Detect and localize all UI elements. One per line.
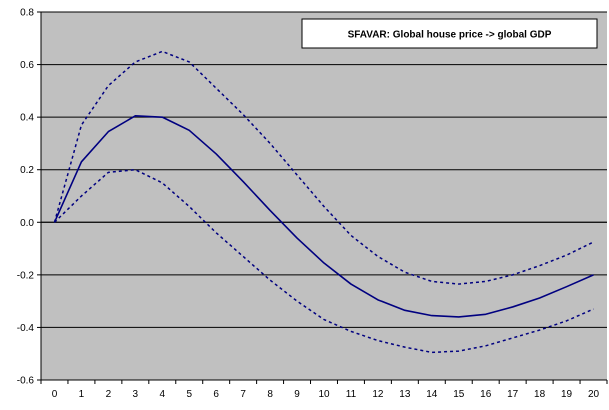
series-layer [53,50,594,354]
y-tick-label: -0.4 [17,323,35,334]
y-tick-label: -0.2 [17,270,35,281]
y-tick-label: -0.6 [17,376,35,387]
x-tick-label: 10 [318,389,330,400]
x-tick-label: 3 [133,389,139,400]
x-tick-label: 4 [160,389,166,400]
x-tick-label: 17 [507,389,519,400]
y-tick-label: 0.8 [20,8,34,19]
legend-box [301,18,598,49]
y-tick-label: 0.4 [20,113,34,124]
y-tick-label: 0.6 [20,60,34,71]
legend: SFAVAR: Global house price -> global GDP [301,18,598,49]
legend-label: SFAVAR: Global house price -> global GDP [348,30,552,41]
y-tick-label: 0.2 [20,165,34,176]
x-tick-label: 6 [213,389,219,400]
x-tick-label: 2 [106,389,112,400]
x-axis-ticks: 0 1 2 3 4 5 6 7 8 9 10 11 12 13 14 15 16 17 18 19 20 [40,380,608,400]
x-tick-label: 9 [294,389,300,400]
y-axis-ticks: -0.6 -0.4 -0.2 0.0 0.2 0.4 0.6 0.8 [17,8,41,387]
x-tick-label: 0 [52,389,58,400]
series-line-lower [53,168,594,354]
x-tick-label: 1 [79,389,85,400]
x-tick-label: 8 [267,389,273,400]
x-tick-label: 13 [399,389,411,400]
x-tick-label: 19 [561,389,573,400]
series-line-upper [53,50,594,285]
x-tick-label: 15 [453,389,465,400]
plot-area [41,12,607,380]
x-tick-label: 20 [588,389,600,400]
x-tick-label: 12 [372,389,384,400]
x-tick-label: 18 [534,389,546,400]
x-tick-label: 16 [480,389,492,400]
y-tick-label: 0.0 [20,218,34,229]
x-tick-label: 5 [186,389,192,400]
x-tick-label: 14 [426,389,438,400]
x-tick-label: 7 [240,389,246,400]
x-tick-label: 11 [346,389,357,400]
series-line-median [53,115,594,318]
